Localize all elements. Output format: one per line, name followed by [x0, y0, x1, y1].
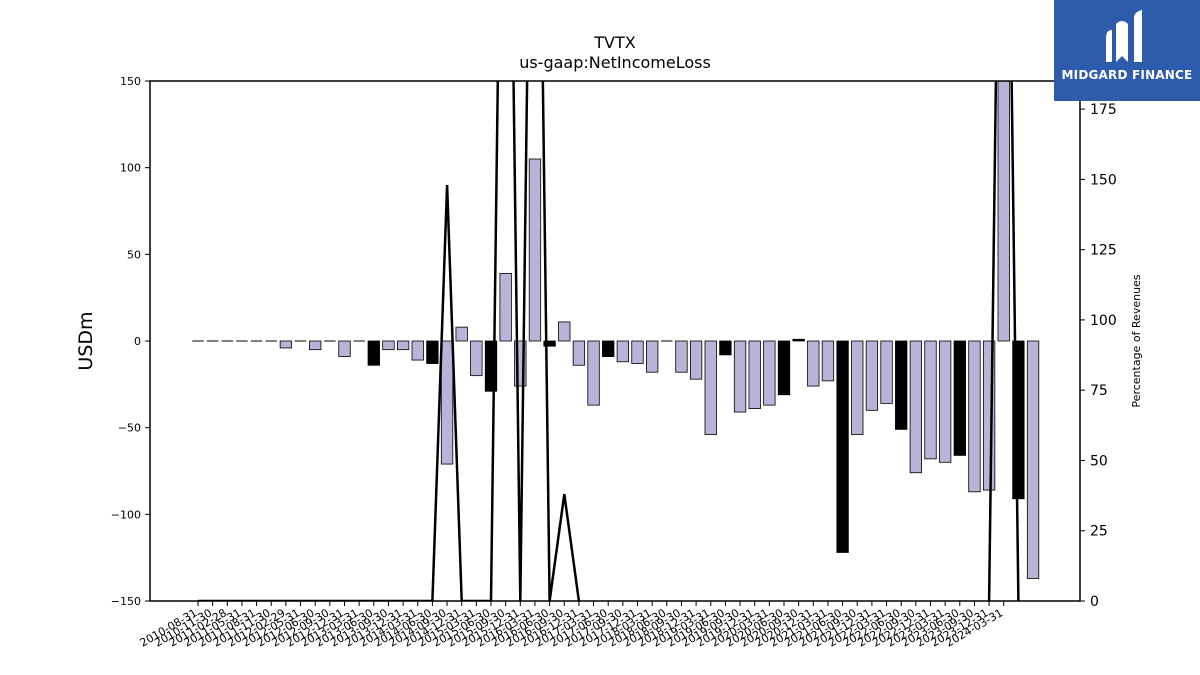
bar — [953, 340, 966, 456]
bar — [1012, 340, 1025, 500]
y-axis-label: USDm — [75, 311, 97, 370]
y-tick-label: 0 — [134, 335, 141, 348]
bar — [631, 340, 644, 364]
y2-tick-label: 150 — [1090, 172, 1117, 188]
chart-title: TVTX — [593, 33, 635, 52]
bar — [543, 340, 556, 347]
bar-series — [192, 81, 1040, 579]
bar — [367, 340, 380, 366]
bar — [689, 340, 703, 380]
bar — [895, 340, 908, 430]
bar — [880, 340, 893, 404]
series-line — [987, 81, 1020, 601]
bar — [763, 340, 776, 406]
y2-axis-label: Percentage of Revenues — [1130, 274, 1143, 407]
midgard-finance-logo: MIDGARD FINANCE — [1054, 0, 1200, 101]
bar — [602, 340, 615, 358]
bar — [382, 340, 395, 351]
bar — [499, 272, 512, 342]
chart-subtitle: us-gaap:NetIncomeLoss — [519, 53, 711, 72]
bar — [807, 340, 820, 387]
bar — [968, 340, 981, 493]
bar — [528, 158, 542, 342]
line-series — [198, 81, 1020, 601]
bar — [939, 340, 952, 463]
logo-mark-icon — [1106, 10, 1142, 62]
bar — [997, 81, 1010, 342]
y2-tick-label: 0 — [1090, 594, 1099, 610]
y-tick-label: 150 — [120, 75, 141, 88]
bar — [851, 340, 864, 435]
bar — [616, 340, 629, 363]
bar — [572, 340, 586, 366]
bar — [836, 340, 849, 553]
bar — [455, 326, 468, 342]
y-tick-label: −150 — [111, 595, 141, 608]
bar — [514, 340, 527, 387]
bar — [587, 340, 600, 406]
bar — [704, 340, 717, 435]
bar — [982, 340, 996, 491]
y-tick-label: −100 — [111, 508, 141, 521]
bar — [821, 340, 835, 382]
bar — [865, 340, 879, 411]
bar — [470, 340, 483, 377]
bar — [733, 340, 747, 413]
y-tick-label: 100 — [120, 162, 141, 175]
bar — [396, 340, 410, 351]
bar — [777, 340, 791, 396]
series-line — [198, 81, 581, 601]
x-axis: 2010-08-312010-11-302011-02-282011-05-31… — [138, 601, 1005, 650]
y2-tick-label: 175 — [1090, 102, 1117, 118]
y2-tick-label: 100 — [1090, 313, 1117, 329]
bar — [279, 340, 293, 349]
bar — [484, 340, 498, 392]
y-axis: −150 −100 −50 0 50 100 150 — [111, 75, 150, 608]
y2-tick-label: 50 — [1090, 453, 1108, 469]
bar — [440, 340, 454, 465]
bar — [748, 340, 761, 409]
bar — [909, 340, 922, 474]
bar — [1026, 340, 1040, 579]
bar — [426, 340, 439, 364]
y-tick-label: 50 — [127, 248, 141, 261]
y2-axis: 0 25 50 75 100 125 150 175 — [1080, 102, 1117, 610]
y2-tick-label: 125 — [1090, 243, 1117, 259]
bar — [646, 340, 659, 373]
logo-text: MIDGARD FINANCE — [1061, 68, 1193, 82]
bar — [719, 340, 732, 356]
y2-tick-label: 75 — [1090, 383, 1108, 399]
bar — [924, 340, 937, 460]
bar — [338, 340, 351, 358]
bar — [411, 340, 424, 361]
bar — [792, 338, 805, 342]
bar — [309, 340, 322, 351]
bar — [558, 321, 571, 342]
y2-tick-label: 25 — [1090, 524, 1108, 540]
y-tick-label: −50 — [118, 422, 141, 435]
bar — [675, 340, 688, 373]
